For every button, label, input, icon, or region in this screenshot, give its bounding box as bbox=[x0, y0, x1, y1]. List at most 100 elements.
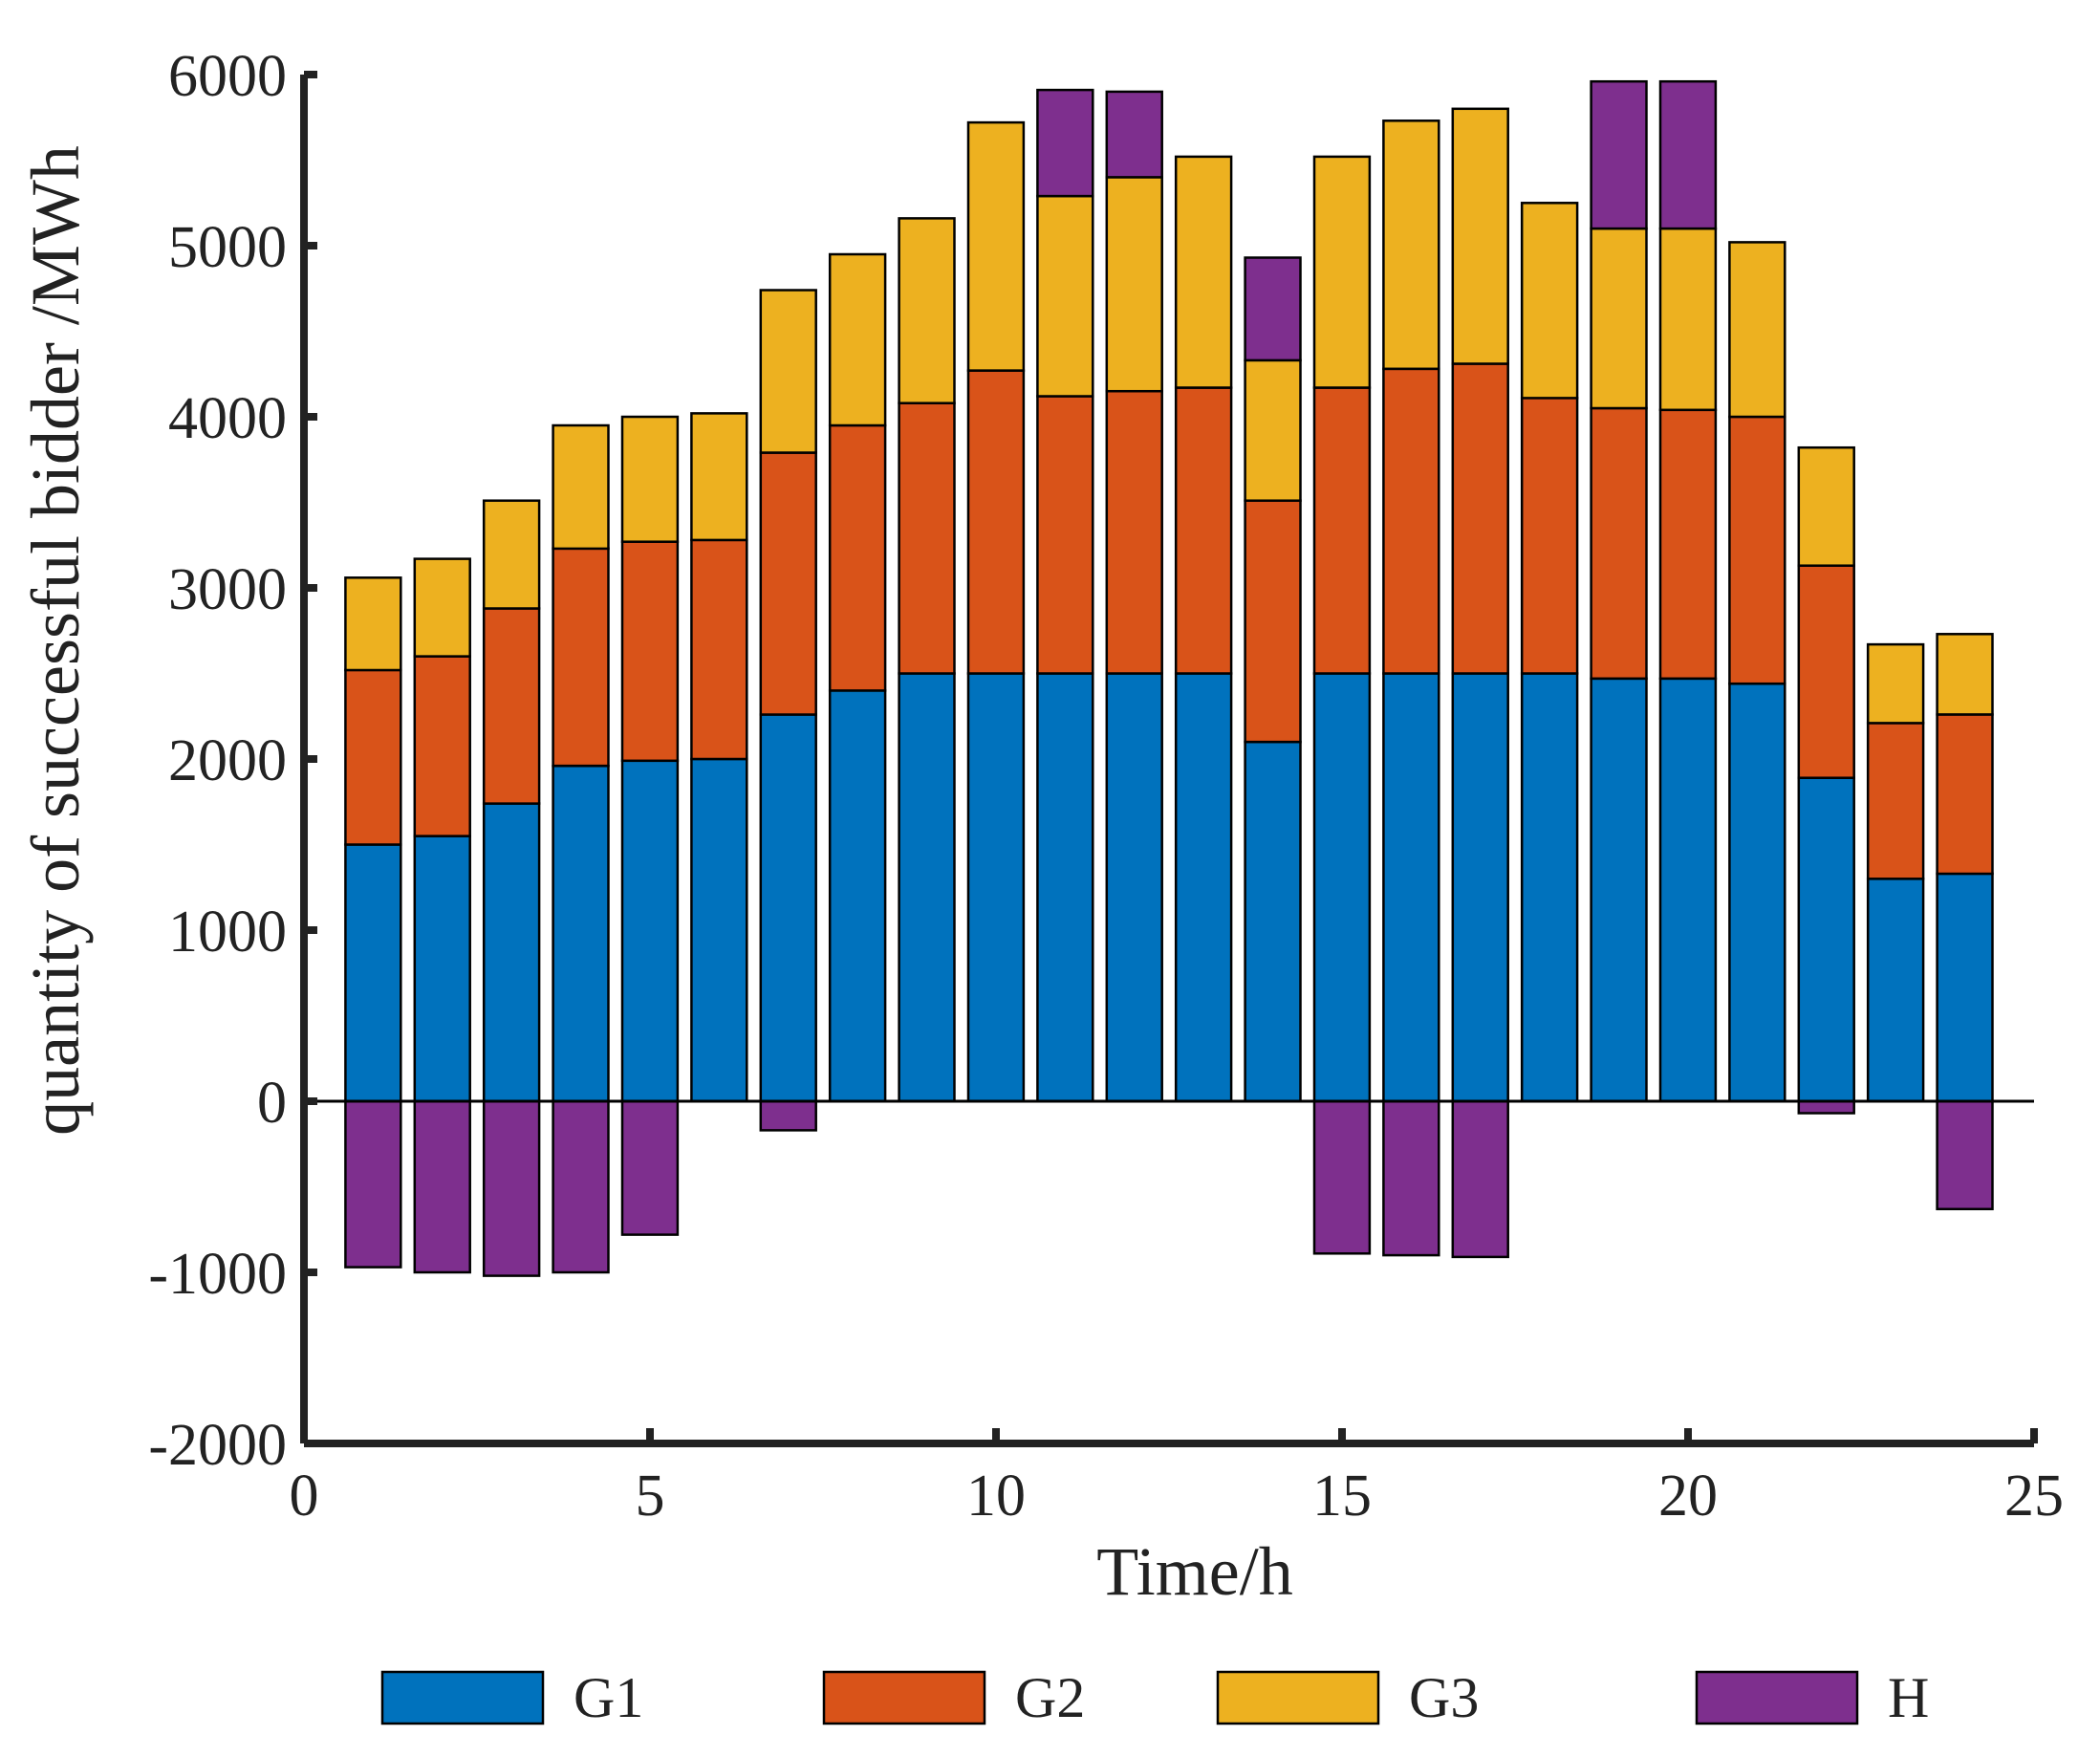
bar-g1-t2 bbox=[413, 835, 471, 1103]
bar-g2-t22 bbox=[1797, 564, 1855, 779]
bar-h-t24 bbox=[1936, 1099, 1994, 1211]
x-axis-title: Time/h bbox=[1096, 1533, 1292, 1610]
bar-g3-t11 bbox=[1036, 194, 1094, 398]
bar-h-t2 bbox=[413, 1099, 471, 1274]
y-tick-label: -2000 bbox=[148, 1413, 287, 1478]
y-tick-label: -1000 bbox=[148, 1242, 287, 1307]
bar-g3-t9 bbox=[898, 217, 956, 404]
bar-g3-t20 bbox=[1658, 227, 1718, 412]
y-tick-label: 4000 bbox=[168, 386, 287, 451]
bar-g2-t10 bbox=[966, 369, 1026, 675]
bar-h-t17 bbox=[1451, 1099, 1509, 1259]
bar-g2-t24 bbox=[1936, 713, 1994, 876]
bar-h-t11 bbox=[1036, 88, 1094, 198]
bar-g3-t1 bbox=[344, 576, 402, 672]
bar-g3-t2 bbox=[413, 557, 471, 658]
x-tick-label: 0 bbox=[290, 1464, 319, 1529]
bar-g1-t12 bbox=[1105, 672, 1163, 1103]
bar-g2-t16 bbox=[1382, 367, 1440, 675]
bar-g3-t19 bbox=[1590, 227, 1648, 410]
bar-g2-t12 bbox=[1105, 389, 1163, 675]
bar-g3-t16 bbox=[1382, 119, 1440, 371]
y-tick-label: 0 bbox=[257, 1071, 287, 1136]
y-tick-label: 6000 bbox=[168, 44, 287, 109]
bar-g1-t24 bbox=[1936, 872, 1994, 1103]
bar-g1-t14 bbox=[1244, 740, 1302, 1103]
bar-g1-t1 bbox=[344, 843, 402, 1103]
bar-g1-t10 bbox=[966, 672, 1026, 1103]
bar-g1-t7 bbox=[759, 713, 817, 1103]
bar-g1-t3 bbox=[482, 802, 541, 1103]
x-tick-label: 10 bbox=[966, 1464, 1026, 1529]
bar-h-t1 bbox=[344, 1099, 402, 1269]
bar-g1-t22 bbox=[1797, 776, 1855, 1103]
bar-g2-t15 bbox=[1312, 386, 1372, 675]
bar-g2-t14 bbox=[1244, 499, 1302, 744]
legend-swatch bbox=[822, 1670, 986, 1725]
bar-g3-t18 bbox=[1520, 202, 1579, 400]
bar-g1-t17 bbox=[1451, 672, 1509, 1103]
bar-h-t4 bbox=[552, 1099, 610, 1274]
bar-g2-t19 bbox=[1590, 406, 1648, 681]
bar-g3-t4 bbox=[552, 423, 610, 551]
bar-g3-t7 bbox=[759, 289, 817, 454]
bar-g3-t24 bbox=[1936, 633, 1994, 716]
bar-g2-t18 bbox=[1520, 397, 1579, 675]
y-tick-label: 5000 bbox=[168, 215, 287, 280]
bar-g1-t23 bbox=[1866, 878, 1925, 1103]
y-tick-label: 3000 bbox=[168, 557, 287, 622]
bar-g1-t5 bbox=[620, 759, 680, 1103]
bar-g2-t20 bbox=[1658, 408, 1718, 681]
bar-g1-t13 bbox=[1174, 672, 1233, 1103]
bar-g3-t5 bbox=[620, 415, 680, 543]
legend-swatch bbox=[1216, 1670, 1380, 1725]
bar-g1-t6 bbox=[690, 757, 748, 1103]
bar-g1-t4 bbox=[552, 764, 610, 1103]
bar-h-t20 bbox=[1658, 79, 1718, 230]
bar-g2-t5 bbox=[620, 540, 680, 763]
x-tick-label: 15 bbox=[1312, 1464, 1372, 1529]
legend-label: G2 bbox=[1015, 1666, 1085, 1729]
bars-layer bbox=[344, 79, 1994, 1277]
bar-g3-t13 bbox=[1174, 155, 1233, 389]
bar-g3-t6 bbox=[690, 412, 748, 542]
bar-g3-t12 bbox=[1105, 176, 1163, 393]
legend-label: H bbox=[1888, 1666, 1929, 1729]
legend-swatch bbox=[1695, 1670, 1859, 1725]
bar-h-t15 bbox=[1312, 1099, 1372, 1255]
bar-g2-t2 bbox=[413, 655, 471, 837]
bar-g1-t15 bbox=[1312, 672, 1372, 1103]
x-tick-label: 25 bbox=[2004, 1464, 2064, 1529]
bar-h-t3 bbox=[482, 1099, 541, 1277]
legend: G1 G2 G3 H bbox=[380, 1666, 1929, 1729]
bar-h-t5 bbox=[620, 1099, 680, 1236]
bar-g2-t4 bbox=[552, 547, 610, 768]
bar-h-t16 bbox=[1382, 1099, 1440, 1257]
bar-g3-t10 bbox=[966, 120, 1026, 372]
legend-item-g3: G3 bbox=[1216, 1666, 1479, 1729]
bar-g3-t21 bbox=[1728, 241, 1786, 419]
bar-g1-t18 bbox=[1520, 672, 1579, 1103]
legend-item-g2: G2 bbox=[822, 1666, 1085, 1729]
bar-g3-t23 bbox=[1866, 642, 1925, 725]
bar-g1-t9 bbox=[898, 672, 956, 1103]
bar-g2-t9 bbox=[898, 401, 956, 675]
bar-g1-t21 bbox=[1728, 682, 1786, 1103]
bar-g2-t17 bbox=[1451, 362, 1509, 675]
legend-swatch bbox=[380, 1670, 545, 1725]
bar-g1-t11 bbox=[1036, 672, 1094, 1103]
bar-g3-t15 bbox=[1312, 155, 1372, 389]
y-tick-label: 2000 bbox=[168, 728, 287, 793]
y-tick-label: 1000 bbox=[168, 900, 287, 965]
bar-h-t14 bbox=[1244, 256, 1302, 362]
bar-h-t7 bbox=[759, 1099, 817, 1132]
bar-h-t22 bbox=[1797, 1099, 1855, 1115]
y-axis-title: quantity of successful bidder /MWh bbox=[17, 145, 94, 1136]
bar-g2-t21 bbox=[1728, 415, 1786, 685]
legend-label: G1 bbox=[574, 1666, 643, 1729]
x-tick-label: 5 bbox=[636, 1464, 665, 1529]
bar-g1-t20 bbox=[1658, 677, 1718, 1103]
